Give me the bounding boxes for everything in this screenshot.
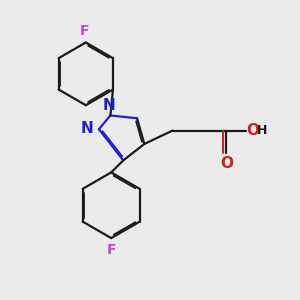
Text: F: F: [106, 243, 116, 256]
Text: O: O: [247, 123, 260, 138]
Text: N: N: [81, 121, 94, 136]
Text: H: H: [257, 124, 268, 137]
Text: O: O: [220, 157, 233, 172]
Text: N: N: [103, 98, 115, 113]
Text: F: F: [80, 24, 89, 38]
